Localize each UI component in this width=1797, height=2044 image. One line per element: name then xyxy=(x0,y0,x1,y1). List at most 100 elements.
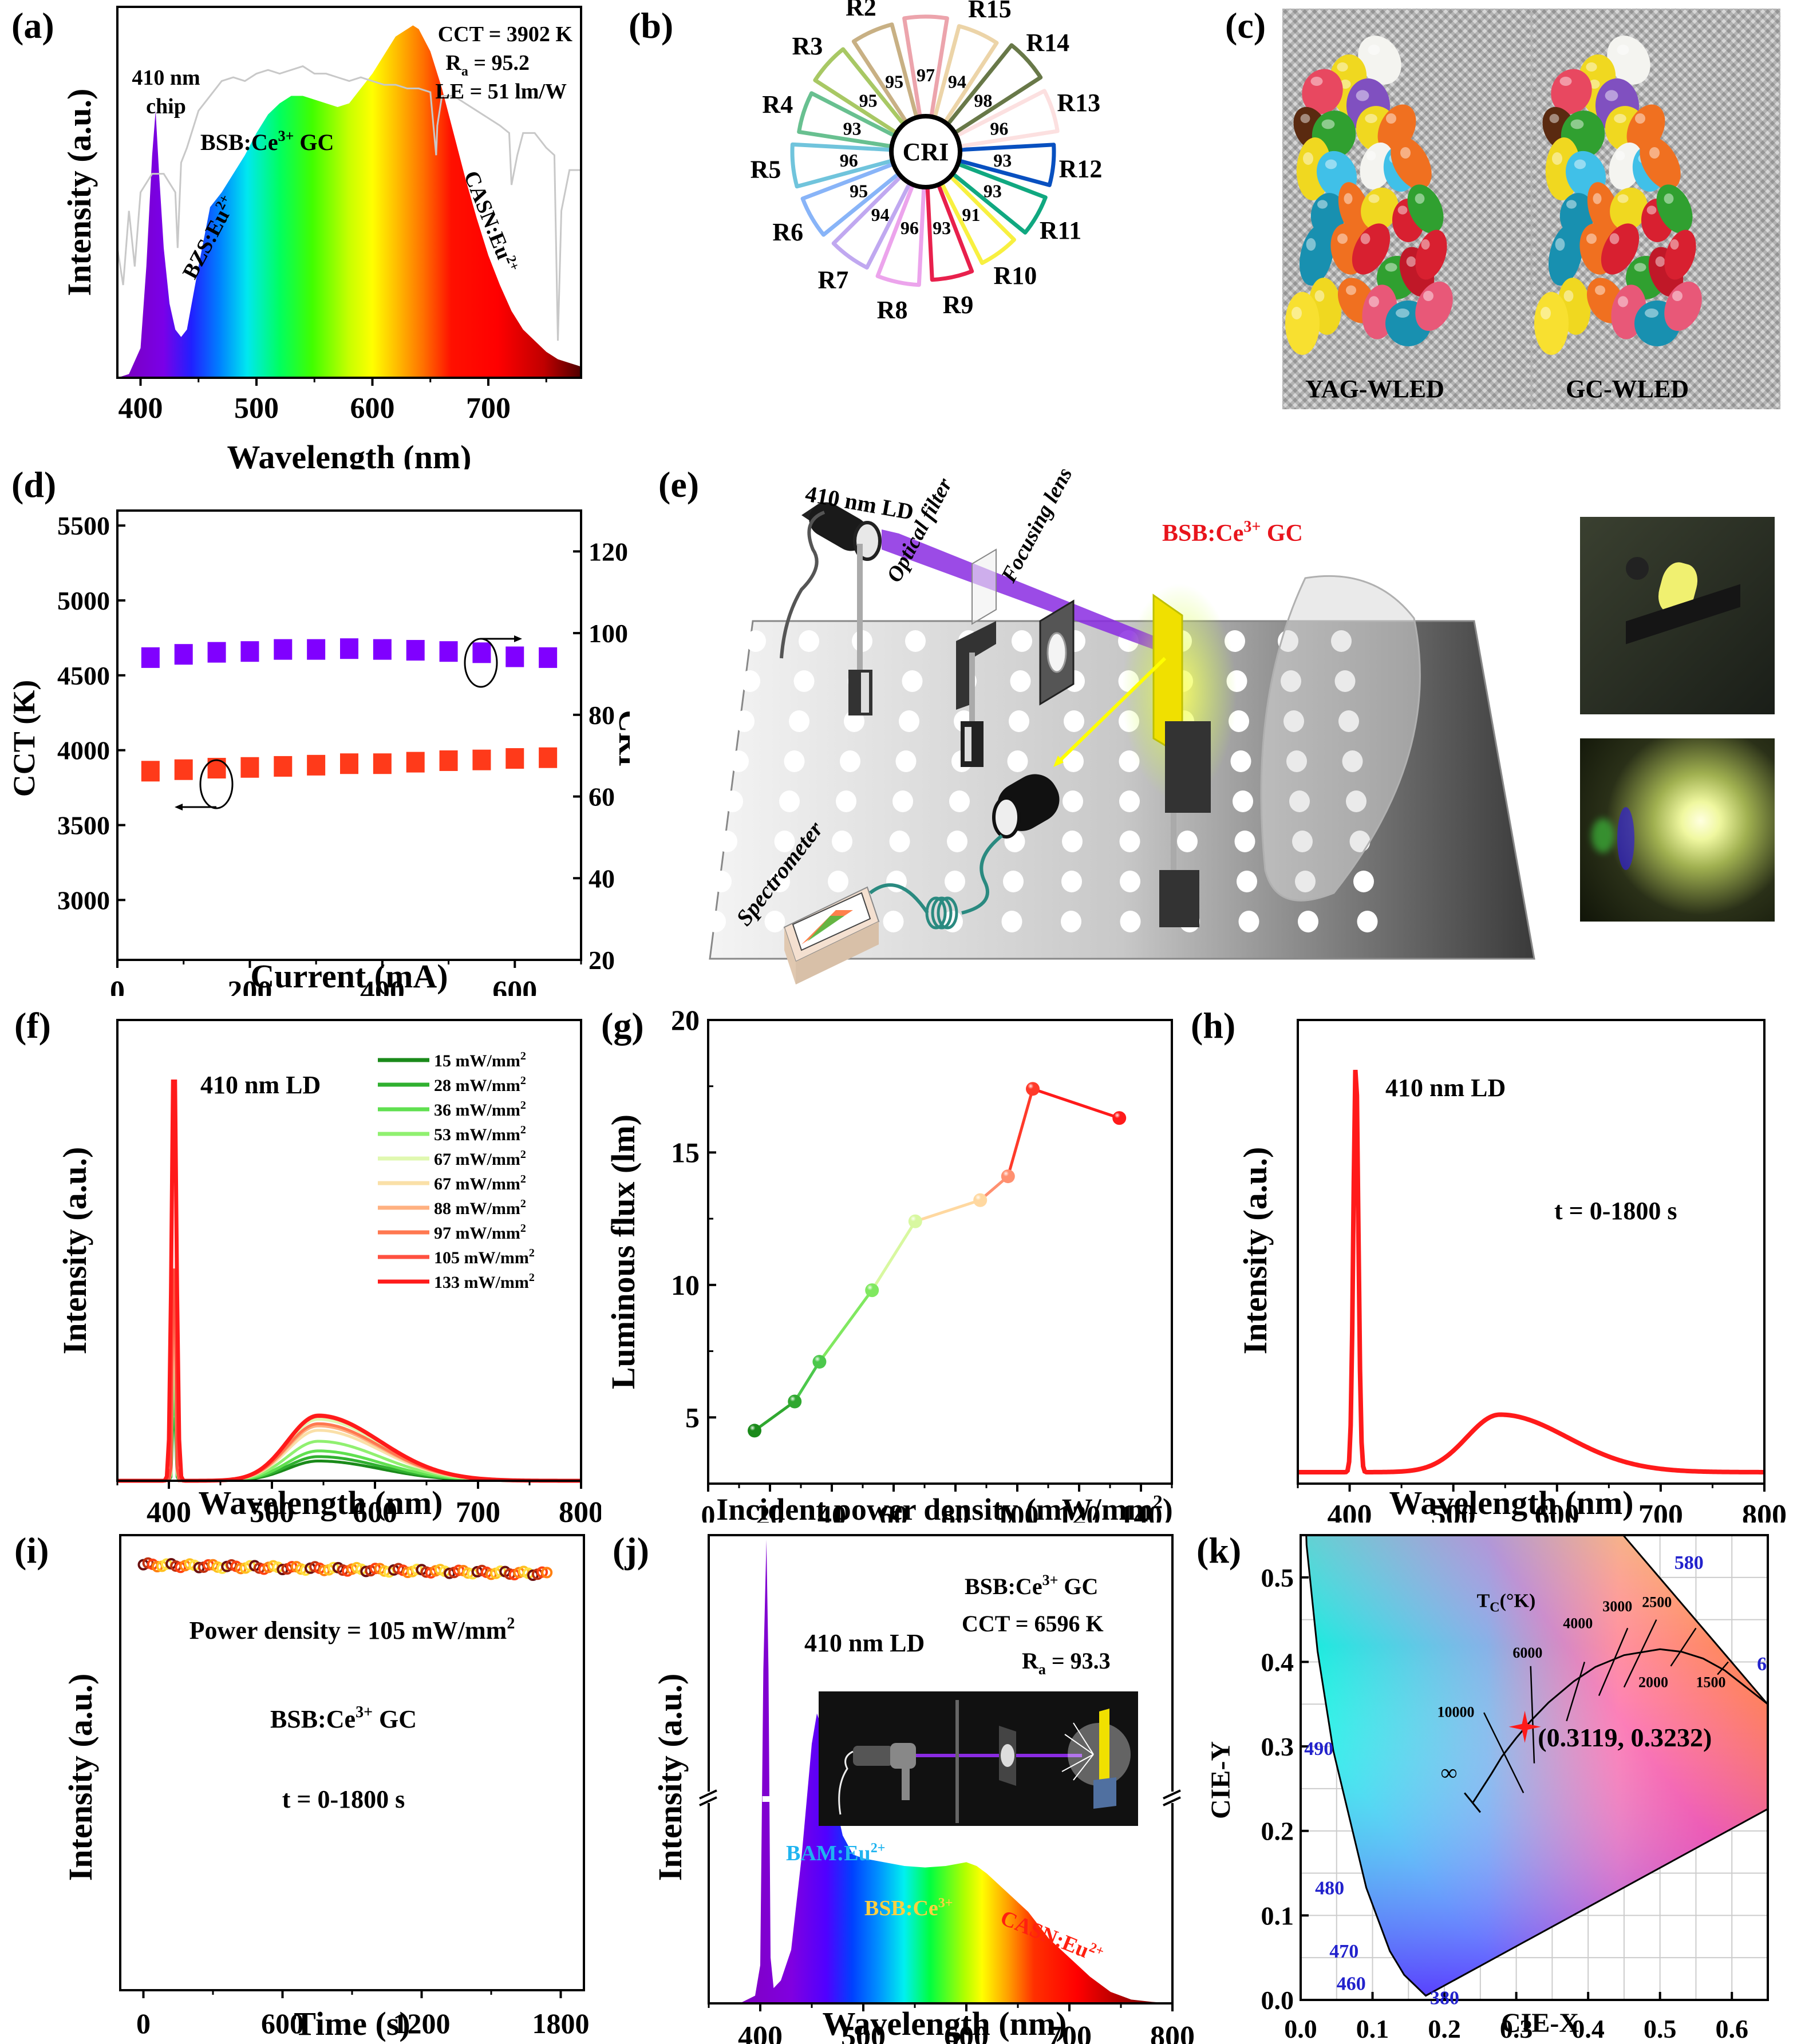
jellybean-highlight xyxy=(1559,77,1572,86)
plot-frame-k xyxy=(1300,1534,1769,2001)
j-xtick-label: 700 xyxy=(1047,2021,1092,2044)
cri-point xyxy=(340,638,358,659)
y-axis-label-h: Intensity (a.u.) xyxy=(1237,1147,1274,1355)
panel-a: (a) 400 500 600 700 Wav xyxy=(0,0,601,469)
intensity-marker xyxy=(541,1567,553,1579)
jellybean-highlight xyxy=(1541,307,1551,319)
cct-label: 1500 xyxy=(1696,1674,1725,1691)
breadboard-hole xyxy=(1120,911,1141,932)
breadboard-hole xyxy=(905,630,926,652)
cri-center-circle xyxy=(889,114,962,189)
panel-label-g: (g) xyxy=(601,1005,644,1046)
spectrum-line-early xyxy=(1298,1070,1765,1473)
y-axis-label-d: CCT (K) xyxy=(7,680,41,797)
jellybean-highlight xyxy=(1292,307,1302,319)
i-xtick-label: 1800 xyxy=(532,2007,590,2039)
cct-axis-indicator-circle xyxy=(199,759,234,809)
jellybean-highlight xyxy=(1655,256,1665,267)
cri-value-r10: 91 xyxy=(962,204,980,225)
breadboard-hole xyxy=(717,831,737,852)
breadboard-hole xyxy=(892,790,913,812)
emission-arrow-icon xyxy=(1053,756,1064,767)
annotation-bsb-gc-j: BSB:Ce3+ GC xyxy=(965,1572,1098,1599)
jellybean xyxy=(1640,136,1681,190)
isotemperature-line xyxy=(1598,1627,1629,1696)
k-ytick-label: 0.0 xyxy=(1261,1986,1294,2015)
flux-line-segment xyxy=(793,1361,821,1402)
breadboard-hole xyxy=(1061,911,1081,932)
breadboard-hole xyxy=(793,670,815,692)
flux-point-highlight xyxy=(908,1214,922,1228)
cri-value-r9: 93 xyxy=(933,218,951,238)
wavelength-label: 6 xyxy=(1757,1654,1767,1675)
breadboard-hole xyxy=(1001,911,1022,932)
cri-point xyxy=(373,639,392,660)
jellybean xyxy=(1360,143,1394,189)
breadboard-hole xyxy=(844,710,864,732)
cri-center-label: CRI xyxy=(903,138,949,166)
jellybean xyxy=(1302,69,1343,114)
sunlight-reference-line xyxy=(116,65,581,341)
integrating-shield xyxy=(1260,575,1421,902)
wavelength-label: 480 xyxy=(1315,1877,1344,1899)
cri-label-r11: R11 xyxy=(1040,216,1081,244)
jellybean-highlight xyxy=(1346,285,1356,295)
panel-label-j: (j) xyxy=(613,1530,649,1571)
h-xtick-label: 400 xyxy=(1328,1499,1372,1523)
y-axis-label-a: Intensity (a.u.) xyxy=(61,89,98,296)
k-xtick-label: 0.5 xyxy=(1644,2014,1677,2043)
annotation-ra: Ra = 95.2 xyxy=(445,51,530,79)
annotation-time-i: t = 0-1800 s xyxy=(282,1785,405,1813)
a-xtick-label: 700 xyxy=(466,392,511,425)
d-ytick-label: 5500 xyxy=(57,511,110,540)
breadboard-hole xyxy=(836,790,856,812)
cri-label-r15: R15 xyxy=(968,0,1012,23)
cri-label-r14: R14 xyxy=(1026,29,1069,57)
breadboard-hole xyxy=(734,710,755,732)
jellybean xyxy=(1285,292,1320,355)
jellybean xyxy=(1656,184,1693,234)
k-xtick-label: 0.6 xyxy=(1715,2014,1748,2043)
jellybean-highlight xyxy=(1415,193,1425,204)
annotation-power-density: Power density = 105 mW/mm2 xyxy=(189,1615,515,1644)
plot-frame-f xyxy=(116,1019,582,1482)
d-xtick-label: 400 xyxy=(360,975,405,996)
panel-label-k: (k) xyxy=(1196,1530,1242,1571)
cri-petal-r15 xyxy=(932,24,999,125)
inset-setup-diagram xyxy=(819,1691,1138,1826)
x-axis-label-j: Wavelength (nm) xyxy=(823,2005,1067,2042)
jellybean xyxy=(1609,143,1643,189)
chart-k-cie-diagram: 0.0 0.1 0.2 0.3 0.4 0.5 0.60.00.10.20.30.40.5 … xyxy=(1206,1534,1769,2043)
plot-frame-h xyxy=(1297,1019,1766,1485)
caption-gc-wled: GC-WLED xyxy=(1566,375,1689,403)
i-xtick-label: 1200 xyxy=(393,2007,451,2039)
k-xtick-label: 0.3 xyxy=(1500,2014,1533,2043)
g-xtick-label: 40 xyxy=(817,1499,846,1523)
panel-label-c: (c) xyxy=(1225,5,1266,46)
cri-petal-r12 xyxy=(957,143,1056,187)
label-focusing-lens: Focusing lens xyxy=(996,469,1077,587)
d-ytick-label: 4500 xyxy=(57,661,110,690)
annotation-410nm-ld-h: 410 nm LD xyxy=(1385,1074,1506,1102)
cri-petal-r11 xyxy=(950,161,1048,235)
chart-h-stability-spectra: 400 500 600 700 800 410 nm LD t = 0-1800 s W… xyxy=(1237,1019,1787,1523)
x-axis-label-d: Current (mA) xyxy=(250,958,448,995)
j-xtick-label: 800 xyxy=(1150,2021,1195,2044)
cri-value-r12: 93 xyxy=(993,150,1012,171)
flux-point-highlight xyxy=(865,1283,879,1298)
cct-point xyxy=(373,753,392,774)
isotemperature-line xyxy=(1483,1712,1525,1793)
jellybean-highlight xyxy=(1586,234,1597,244)
cri-value-r8: 96 xyxy=(901,218,919,238)
cri-label-r12: R12 xyxy=(1059,155,1103,183)
panel-g: (g) 0 20 40 60 80 100 120 140 5 10 15 20 Incident p… xyxy=(601,996,1202,1523)
jellybean xyxy=(1338,182,1370,236)
d-ytick-label: 3000 xyxy=(57,885,110,915)
panel-k: (k) 0.0 0.1 0.2 0.3 0.4 0.5 0.6 0.0 0.1 0.2 0.3 0.4… xyxy=(1196,1517,1797,2044)
spectrum-line xyxy=(117,1268,582,1482)
f-xtick-label: 800 xyxy=(559,1496,601,1523)
h-xtick-label: 800 xyxy=(1742,1499,1787,1523)
k-ytick-label: 0.3 xyxy=(1261,1732,1294,1761)
g-ytick-label: 10 xyxy=(671,1269,700,1301)
panel-f: (f) 400 500 600 700 800 410 nm LD 15 mW/mm2 2… xyxy=(0,996,601,1523)
